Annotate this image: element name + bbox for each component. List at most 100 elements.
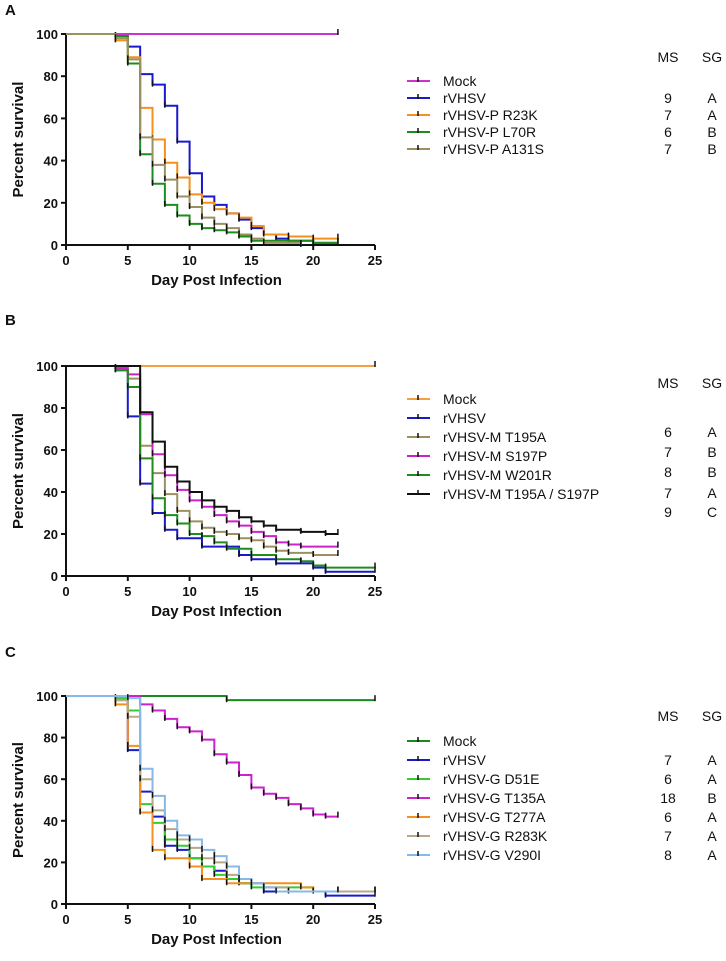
ms-value: 6 [664, 809, 672, 825]
ms-value: 7 [664, 444, 672, 460]
survival-curve [66, 695, 338, 818]
legend-label: rVHSV-M S197P [443, 448, 547, 464]
x-tick-label: 20 [306, 912, 320, 927]
series-rvhsv-g-v290i [66, 694, 339, 894]
sg-header: SG [702, 375, 722, 391]
series-rvhsv-p-a131s [66, 33, 302, 247]
y-tick-label: 80 [44, 401, 58, 416]
legend-item: rVHSV-M T195A 7 B [407, 429, 717, 460]
legend-label: rVHSV-G R283K [443, 828, 548, 844]
survival-curve [66, 365, 338, 535]
legend-label: rVHSV-G V290I [443, 847, 541, 863]
ms-value: 6 [664, 771, 672, 787]
sg-value: C [707, 504, 717, 520]
legend-label: rVHSV-M W201R [443, 467, 552, 483]
x-tick-label: 5 [124, 584, 131, 599]
x-tick-label: 15 [244, 912, 258, 927]
sg-value: A [707, 809, 717, 825]
sg-header: SG [702, 708, 722, 724]
survival-curve [66, 33, 302, 245]
series-rvhsv-g-r283k [66, 695, 376, 894]
sg-value: B [707, 464, 716, 480]
legend-label: rVHSV [443, 410, 486, 426]
survival-curve [66, 695, 375, 893]
ms-value: 7 [664, 107, 672, 123]
legend-label: rVHSV [443, 752, 486, 768]
ms-value: 8 [664, 464, 672, 480]
legend-item: rVHSV-G V290I 8 A [407, 847, 717, 863]
ms-header: MS [658, 49, 679, 65]
y-tick-label: 0 [51, 897, 58, 912]
y-tick-label: 80 [44, 731, 58, 746]
sg-value: A [707, 107, 717, 123]
x-tick-label: 15 [244, 253, 258, 268]
legend-item: rVHSV 7 A [407, 752, 717, 768]
legend-label: rVHSV [443, 90, 486, 106]
series-rvhsv-g-t135a [66, 695, 339, 819]
ms-value: 9 [664, 90, 672, 106]
y-axis-label: Percent survival [10, 413, 27, 529]
legend-label: rVHSV-P A131S [443, 141, 544, 157]
legend-label: Mock [443, 73, 477, 89]
chart-panel-c: C 0 20 40 60 80 100 0 5 10 15 20 25 Day Post Infectio… [5, 644, 722, 948]
sg-value: A [707, 828, 717, 844]
x-axis-label: Day Post Infection [151, 272, 282, 289]
y-axis-label: Percent survival [10, 82, 27, 198]
y-tick-label: 60 [44, 111, 58, 126]
legend-item: rVHSV-P A131S 7 B [407, 141, 717, 157]
legend-item: rVHSV-G T277A 6 A [407, 809, 717, 825]
ms-value: 18 [660, 790, 676, 806]
ms-value: 7 [664, 485, 672, 501]
panel-label: B [5, 312, 16, 329]
legend-item: rVHSV 6 A [407, 410, 717, 440]
survival-curve [66, 365, 375, 569]
ms-header: MS [658, 708, 679, 724]
ms-value: 6 [664, 424, 672, 440]
x-tick-label: 25 [368, 912, 382, 927]
ms-value: 8 [664, 847, 672, 863]
legend-label: rVHSV-G D51E [443, 771, 539, 787]
sg-value: A [707, 847, 717, 863]
legend-item: rVHSV-M W201R 7 A [407, 467, 717, 501]
legend-label: rVHSV-M T195A / S197P [443, 486, 599, 502]
panel-label: A [5, 2, 16, 19]
sg-value: A [707, 90, 717, 106]
legend-item: Mock [407, 733, 477, 749]
y-tick-label: 40 [44, 485, 58, 500]
legend-item: rVHSV-P R23K 7 A [407, 107, 717, 123]
legend-item: rVHSV 9 A [407, 90, 717, 106]
sg-value: A [707, 424, 717, 440]
ms-value: 7 [664, 828, 672, 844]
series-rvhsv-m-w201r [66, 365, 376, 570]
y-tick-label: 40 [44, 814, 58, 829]
x-tick-label: 10 [182, 253, 196, 268]
y-tick-label: 0 [51, 569, 58, 584]
y-tick-label: 60 [44, 443, 58, 458]
survival-curve [66, 695, 338, 893]
legend-label: Mock [443, 391, 477, 407]
x-tick-label: 20 [306, 253, 320, 268]
legend-item: rVHSV-G D51E 6 A [407, 771, 717, 787]
ms-value: 7 [664, 141, 672, 157]
legend-item: Mock [407, 391, 477, 407]
y-tick-label: 20 [44, 527, 58, 542]
sg-header: SG [702, 49, 722, 65]
x-tick-label: 15 [244, 584, 258, 599]
y-tick-label: 100 [36, 689, 58, 704]
x-axis-label: Day Post Infection [151, 931, 282, 948]
sg-value: A [707, 771, 717, 787]
ms-header: MS [658, 375, 679, 391]
legend-item: rVHSV-M S197P 8 B [407, 448, 717, 480]
ms-value: 9 [664, 504, 672, 520]
legend-item: Mock [407, 73, 477, 89]
y-tick-label: 20 [44, 855, 58, 870]
survival-curve [66, 365, 338, 548]
legend-item: rVHSV-P L70R 6 B [407, 124, 717, 140]
sg-value: B [707, 141, 716, 157]
x-tick-label: 10 [182, 584, 196, 599]
survival-curve [66, 695, 338, 893]
y-tick-label: 80 [44, 69, 58, 84]
survival-curve [66, 695, 375, 897]
sg-value: B [707, 444, 716, 460]
